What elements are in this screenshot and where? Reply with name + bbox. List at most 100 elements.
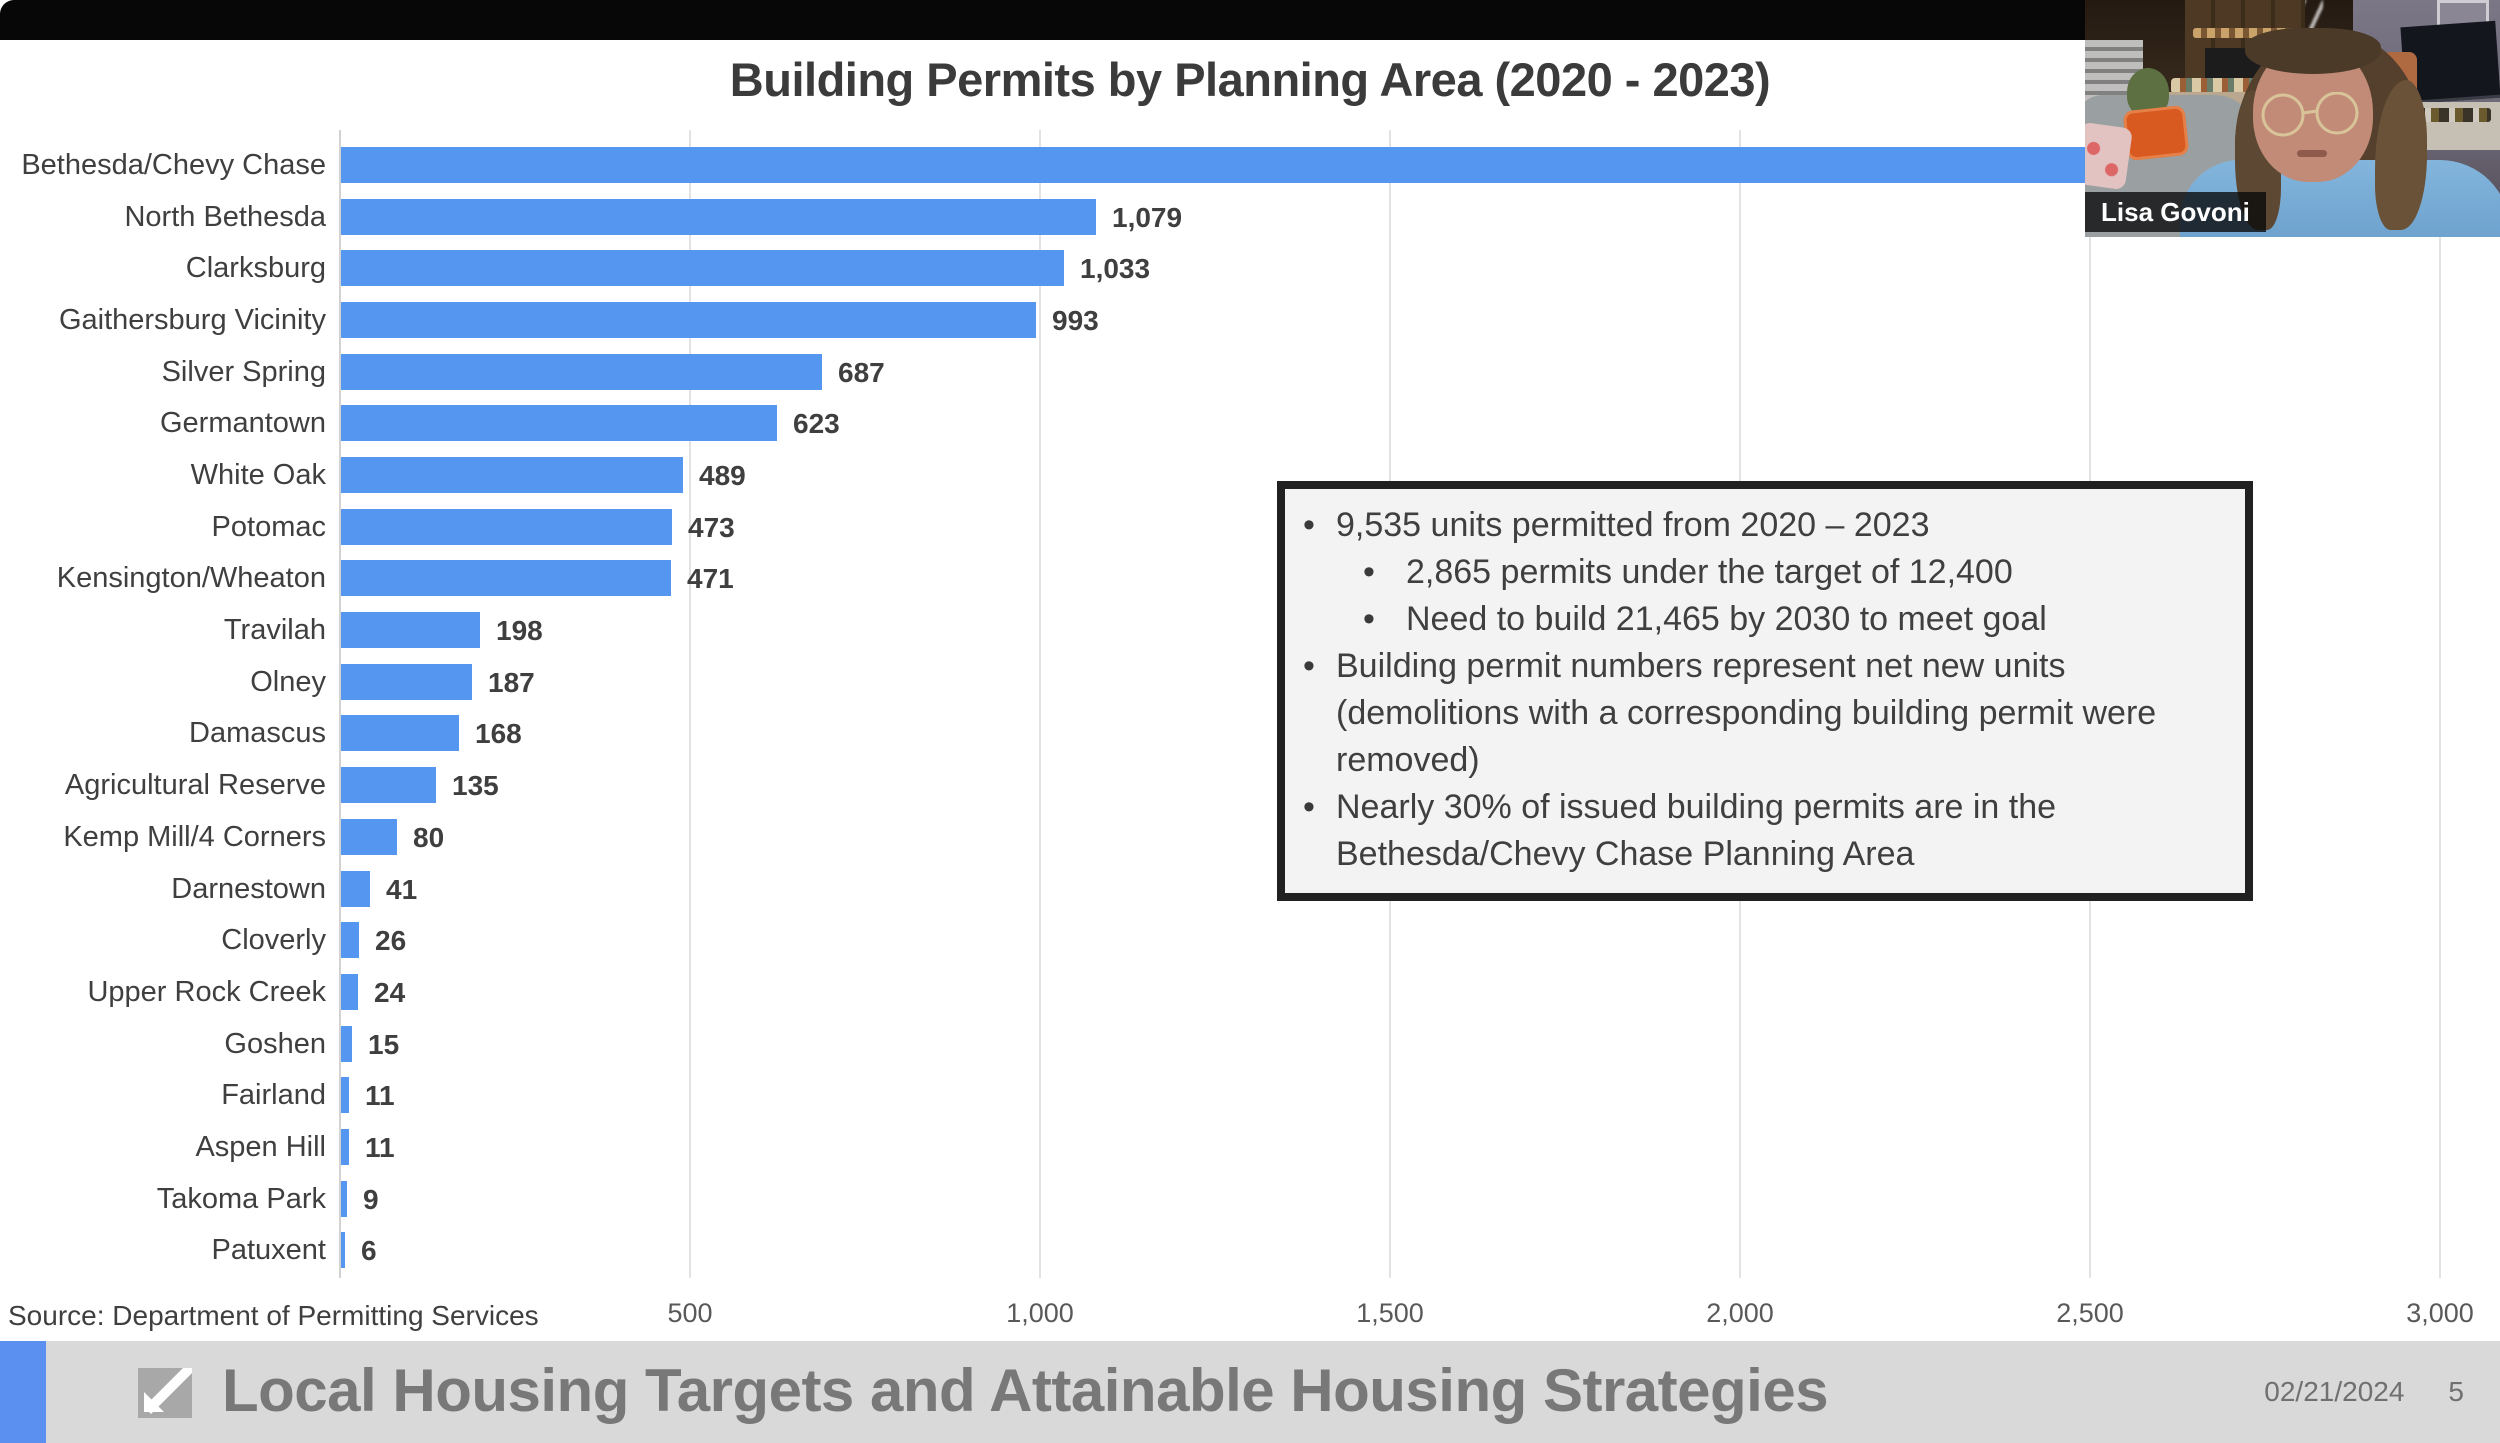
source-note: Source: Department of Permitting Service… xyxy=(8,1300,539,1331)
category-label: Silver Spring xyxy=(161,355,326,388)
value-label: 135 xyxy=(452,770,499,802)
bar-patuxent xyxy=(341,1232,345,1269)
category-label: Upper Rock Creek xyxy=(87,975,326,1008)
bar-aspen-hill xyxy=(341,1128,349,1165)
x-axis-tick-label: 500 xyxy=(667,1298,713,1328)
bar-silver-spring xyxy=(341,353,822,390)
category-label: North Bethesda xyxy=(124,200,326,233)
category-label: Agricultural Reserve xyxy=(64,769,326,802)
category-label: Takoma Park xyxy=(156,1182,326,1215)
annotation-bullet-list: 9,535 units permitted from 2020 – 20232,… xyxy=(1303,502,2225,878)
category-label: Gaithersburg Vicinity xyxy=(58,304,326,337)
chart-gridline xyxy=(1039,130,1041,1278)
annotation-box: 9,535 units permitted from 2020 – 20232,… xyxy=(1277,481,2253,901)
category-label: White Oak xyxy=(190,459,326,492)
bar-clarksburg xyxy=(341,250,1064,287)
slide-number: 5 xyxy=(2448,1376,2464,1407)
bar-bethesda-chevy-chase xyxy=(341,147,2284,183)
x-axis-tick-label: 2,000 xyxy=(1706,1298,1774,1328)
slide-date: 02/21/2024 xyxy=(2264,1376,2405,1407)
value-label: 11 xyxy=(365,1080,395,1112)
value-label: 9 xyxy=(363,1183,379,1215)
category-label: Germantown xyxy=(159,407,326,440)
value-label: 687 xyxy=(838,356,885,388)
participant-name-label: Lisa Govoni xyxy=(2085,192,2266,232)
annotation-bullet: 2,865 permits under the target of 12,400 xyxy=(1303,549,2225,596)
value-label: 489 xyxy=(699,460,746,492)
glasses-icon xyxy=(2261,92,2359,137)
category-label: Fairland xyxy=(221,1079,326,1112)
bar-darnestown xyxy=(341,870,370,907)
bar-white-oak xyxy=(341,457,683,494)
bar-takoma-park xyxy=(341,1180,347,1217)
value-label: 24 xyxy=(374,976,406,1008)
chart-axis-line xyxy=(339,130,341,1278)
value-label: 1,033 xyxy=(1080,253,1151,285)
x-axis-tick-label: 1,000 xyxy=(1006,1298,1074,1328)
value-label: 168 xyxy=(475,718,522,750)
value-label: 473 xyxy=(688,511,735,543)
category-label: Darnestown xyxy=(171,872,326,905)
annotation-bullet: Nearly 30% of issued building permits ar… xyxy=(1303,784,2225,878)
bar-goshen xyxy=(341,1025,352,1062)
category-label: Clarksburg xyxy=(185,252,326,285)
bar-germantown xyxy=(341,405,777,442)
category-label: Damascus xyxy=(189,717,326,750)
x-axis-tick-label: 2,500 xyxy=(2056,1298,2124,1328)
value-label: 80 xyxy=(413,821,445,853)
value-label: 11 xyxy=(365,1131,395,1163)
chart-gridline xyxy=(2439,130,2441,1278)
category-label: Kemp Mill/4 Corners xyxy=(63,820,326,853)
value-label: 187 xyxy=(488,666,535,698)
participant-mouth xyxy=(2297,150,2327,157)
value-label: 198 xyxy=(496,615,543,647)
bar-north-bethesda xyxy=(341,198,1096,235)
screen-share-icon xyxy=(138,1368,192,1418)
shelf-items xyxy=(2193,28,2293,38)
category-label: Olney xyxy=(250,665,326,698)
category-label: Bethesda/Chevy Chase xyxy=(21,149,326,181)
footer-bar: Local Housing Targets and Attainable Hou… xyxy=(0,1341,2500,1443)
hair-strand-right xyxy=(2375,80,2427,230)
bar-fairland xyxy=(341,1077,349,1114)
bar-kensington-wheaton xyxy=(341,560,671,597)
category-label: Potomac xyxy=(211,510,326,543)
footer-meta: 02/21/2024 5 xyxy=(2264,1341,2464,1443)
top-black-bar xyxy=(0,0,2500,40)
category-label: Cloverly xyxy=(221,924,326,957)
value-label: 1,079 xyxy=(1112,201,1183,233)
bar-cloverly xyxy=(341,922,359,959)
value-label: 26 xyxy=(375,925,407,957)
x-axis-tick-label: 1,500 xyxy=(1356,1298,1424,1328)
orange-pillow xyxy=(2122,104,2190,162)
presentation-title: Local Housing Targets and Attainable Hou… xyxy=(222,1357,1829,1424)
value-label: 623 xyxy=(793,408,840,440)
bar-damascus xyxy=(341,715,459,752)
pink-pillow xyxy=(2085,121,2134,191)
category-label: Goshen xyxy=(224,1027,326,1060)
bar-agricultural-reserve xyxy=(341,767,436,804)
bar-olney xyxy=(341,663,472,700)
chart-title: Building Permits by Planning Area (2020 … xyxy=(729,53,1771,106)
x-axis-tick-label: 3,000 xyxy=(2406,1298,2474,1328)
chart-gridline xyxy=(689,130,691,1278)
hair-fringe xyxy=(2245,28,2381,74)
value-label: 6 xyxy=(361,1235,377,1267)
bar-gaithersburg-vicinity xyxy=(341,302,1036,339)
category-label: Aspen Hill xyxy=(195,1130,326,1163)
webcam-video-tile[interactable]: Lisa Govoni xyxy=(2085,0,2500,237)
category-label: Travilah xyxy=(223,614,326,647)
value-label: 993 xyxy=(1052,305,1099,337)
bar-upper-rock-creek xyxy=(341,973,358,1010)
value-label: 15 xyxy=(368,1028,400,1060)
bar-travilah xyxy=(341,612,480,649)
value-label: 41 xyxy=(386,873,418,905)
footer-accent-bar xyxy=(0,1341,46,1443)
value-label: 471 xyxy=(687,563,734,595)
annotation-bullet: Need to build 21,465 by 2030 to meet goa… xyxy=(1303,596,2225,643)
annotation-bullet: 9,535 units permitted from 2020 – 2023 xyxy=(1303,502,2225,549)
category-label: Patuxent xyxy=(211,1234,326,1267)
annotation-bullet: Building permit numbers represent net ne… xyxy=(1303,643,2225,784)
bar-kemp-mill-4-corners xyxy=(341,818,397,855)
